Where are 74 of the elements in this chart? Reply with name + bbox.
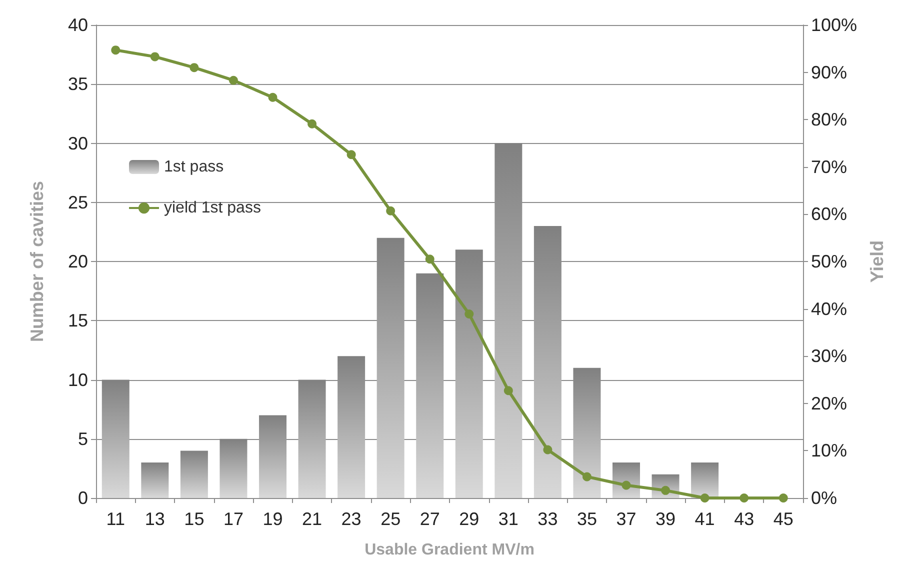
x-tick-label: 37: [616, 509, 636, 529]
y2-tick-label: 60%: [811, 204, 848, 224]
x-tick-label: 15: [184, 509, 204, 529]
point: [308, 119, 317, 128]
x-tick-label: 41: [694, 509, 715, 529]
point: [111, 46, 120, 55]
x-tick-label: 45: [773, 509, 794, 529]
bar: [141, 462, 169, 498]
x-tick-label: 43: [734, 509, 754, 529]
point: [740, 494, 749, 502]
x-tick-label: 19: [262, 509, 283, 529]
bar: [455, 250, 483, 498]
point: [228, 76, 238, 85]
y-tick-label: 10: [68, 370, 88, 390]
point: [622, 480, 631, 490]
y2-tick-label: 0%: [811, 488, 838, 508]
x-tick-label: 39: [656, 509, 676, 529]
y-tick-label: 20: [68, 252, 88, 272]
y-tick-label: 35: [68, 74, 88, 94]
bar: [220, 438, 248, 498]
y2-tick-label: 40%: [811, 298, 848, 319]
y-tick-label: 25: [68, 192, 88, 212]
bar: [691, 462, 719, 498]
y-tick-label: 0: [78, 488, 88, 508]
bar: [298, 380, 326, 498]
point: [464, 310, 474, 318]
y2-tick-label: 90%: [811, 62, 848, 82]
bar: [494, 143, 522, 498]
y2-tick-label: 50%: [811, 252, 848, 272]
x-tick-label: 27: [420, 509, 440, 529]
bar: [338, 356, 366, 498]
legend-label: yield 1st pass: [164, 200, 261, 216]
point: [386, 206, 396, 216]
y-tick-label: 15: [68, 310, 88, 331]
point: [346, 150, 356, 160]
y-tick-label: 40: [68, 15, 88, 35]
x-tick-label: 23: [341, 509, 362, 529]
x-tick-label: 35: [576, 509, 597, 529]
point: [543, 445, 552, 454]
x-tick-label: 31: [498, 509, 518, 529]
bar: [534, 226, 562, 498]
bar: [102, 380, 130, 498]
point: [778, 494, 788, 502]
bar: [259, 415, 286, 498]
y2-tick-label: 70%: [811, 156, 848, 177]
y-tick-label: 5: [78, 428, 88, 449]
x-tick-label: 25: [380, 509, 401, 529]
point: [190, 63, 199, 72]
y-tick-label: 30: [68, 133, 88, 154]
x-tick-label: 13: [144, 509, 165, 529]
x-axis-title: Usable Gradient MV/m: [364, 542, 534, 558]
y-axis-title: Number of cavities: [27, 180, 47, 342]
bar: [573, 368, 601, 498]
y2-tick-label: 30%: [811, 346, 848, 366]
x-tick-label: 11: [106, 509, 125, 529]
bar: [376, 238, 404, 498]
x-tick-label: 17: [223, 509, 244, 529]
x-tick-label: 29: [459, 509, 480, 529]
bar: [416, 273, 444, 498]
point: [150, 52, 160, 62]
legend-label: 1st pass: [164, 158, 224, 176]
y2-tick-label: 10%: [811, 440, 848, 461]
point: [582, 472, 592, 482]
point: [268, 92, 278, 102]
point: [700, 494, 710, 502]
y2-axis-title: Yield: [866, 240, 887, 283]
y2-tick-label: 80%: [811, 110, 848, 130]
bar: [180, 450, 208, 498]
y2-tick-label: 20%: [811, 393, 848, 414]
point: [425, 254, 434, 264]
y2-tick-label: 100%: [811, 15, 858, 35]
x-tick-label: 21: [302, 509, 322, 529]
point: [504, 386, 513, 396]
x-tick-label: 33: [538, 509, 558, 529]
